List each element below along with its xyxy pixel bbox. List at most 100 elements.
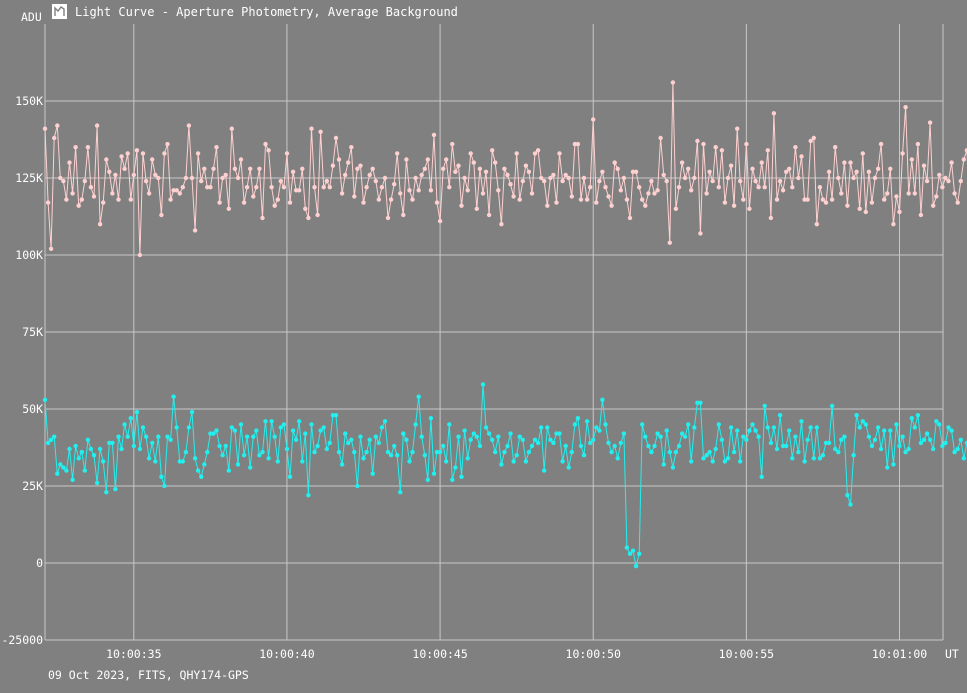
data-point [765, 425, 770, 430]
data-point [477, 443, 483, 449]
y-tick-label: -25000 [1, 633, 43, 647]
data-point [373, 178, 378, 184]
data-point [851, 175, 856, 181]
data-point [459, 474, 464, 479]
data-point [823, 200, 829, 205]
footer-caption: 09 Oct 2023, FITS, QHY174-GPS [48, 668, 249, 682]
data-point [61, 465, 66, 470]
data-point [131, 172, 136, 178]
data-point [226, 206, 231, 211]
data-point [839, 191, 844, 196]
data-point [229, 425, 234, 430]
data-point [202, 462, 207, 467]
data-point [731, 449, 737, 455]
data-point [793, 434, 798, 439]
data-point [505, 172, 510, 178]
data-point [419, 434, 424, 439]
data-point [872, 437, 878, 442]
data-point [339, 462, 345, 467]
data-point [101, 459, 106, 464]
data-point [817, 185, 823, 190]
data-point [303, 431, 308, 436]
data-point [156, 434, 161, 439]
data-point [434, 449, 440, 455]
data-point [710, 459, 715, 464]
data-point [73, 443, 78, 449]
data-point [107, 169, 112, 174]
data-point [315, 443, 320, 449]
data-point [814, 222, 819, 227]
data-point [735, 428, 740, 433]
data-point [474, 434, 479, 439]
data-point [321, 425, 326, 430]
data-point [441, 166, 446, 171]
data-point [183, 449, 189, 455]
data-point [336, 157, 342, 162]
data-point [324, 446, 329, 452]
data-point [511, 459, 516, 464]
data-point [738, 459, 743, 464]
data-point [790, 456, 795, 461]
data-point [535, 440, 541, 446]
y-axis-label: ADU [21, 10, 42, 24]
data-point [508, 431, 513, 436]
data-point [272, 434, 277, 439]
data-point [514, 151, 519, 156]
data-point [73, 145, 78, 150]
data-point [97, 446, 103, 452]
data-point [624, 545, 630, 550]
data-point [195, 468, 201, 473]
y-tick-label: 25K [22, 479, 43, 493]
data-point [407, 459, 412, 464]
data-point [281, 185, 287, 190]
data-point [404, 157, 409, 162]
data-point [640, 422, 645, 427]
data-point [309, 422, 314, 427]
series-line [44, 82, 967, 256]
data-point [900, 151, 905, 156]
data-point [146, 191, 152, 196]
data-point [493, 449, 498, 455]
data-point [774, 446, 780, 452]
data-point [820, 197, 826, 202]
data-point [906, 446, 911, 452]
data-point [128, 416, 133, 421]
data-point [330, 413, 336, 418]
data-point [921, 437, 927, 442]
data-point [750, 166, 755, 171]
data-point [569, 449, 574, 455]
data-point [238, 157, 244, 162]
data-point [496, 188, 501, 193]
data-point [514, 453, 519, 458]
data-point [107, 440, 112, 446]
data-point [101, 200, 106, 205]
data-point [725, 456, 731, 461]
data-point [829, 403, 835, 409]
data-point [278, 425, 283, 430]
data-point [183, 175, 189, 181]
data-point [566, 465, 571, 470]
data-point [557, 431, 562, 436]
data-point [728, 163, 734, 168]
data-point [661, 172, 666, 178]
chart-app-icon[interactable] [52, 4, 67, 19]
data-point [542, 468, 547, 473]
data-point [483, 169, 489, 174]
data-point [918, 212, 924, 218]
data-point [407, 188, 412, 193]
data-point [465, 456, 470, 461]
data-point [961, 456, 966, 461]
data-point [300, 459, 305, 464]
data-point [52, 434, 57, 439]
data-point [560, 459, 565, 464]
data-point [153, 459, 158, 464]
data-point [392, 182, 397, 187]
data-point [529, 443, 535, 449]
data-point [900, 434, 905, 439]
data-point [894, 422, 899, 427]
data-point [949, 160, 954, 165]
y-tick-labels: 150K 125K 100K 75K 50K 25K 0 -25000 [1, 94, 43, 647]
data-point [799, 154, 804, 159]
data-point [618, 440, 623, 446]
title-bar: Light Curve - Aperture Photometry, Avera… [52, 4, 458, 19]
